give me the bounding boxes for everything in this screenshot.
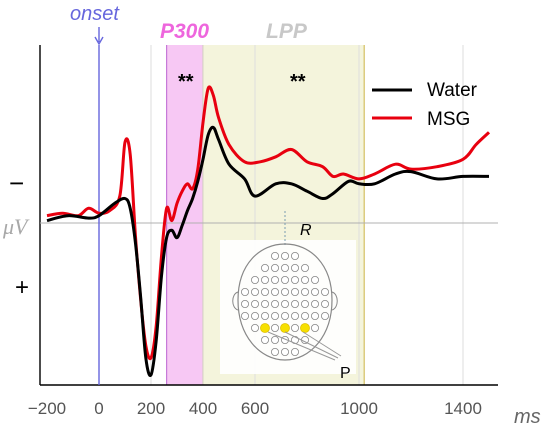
electrode: [240, 299, 249, 308]
lpp-window-label: LPP: [266, 20, 308, 43]
x-tick-label: 0: [94, 399, 103, 418]
positive-polarity-label: +: [15, 274, 29, 301]
electrode: [320, 299, 329, 308]
electrode: [270, 263, 279, 272]
x-tick-label: 1400: [444, 399, 482, 418]
msg-series-line: [46, 85, 491, 361]
x-axis-label: ms: [514, 406, 541, 428]
electrode-highlighted: [260, 323, 270, 333]
electrode: [270, 311, 279, 320]
electrode: [300, 275, 309, 284]
onset-label: onset: [70, 3, 120, 25]
electrode: [250, 323, 259, 332]
electrode: [270, 251, 279, 260]
electrode: [300, 263, 309, 272]
electrode: [260, 263, 269, 272]
water-series-line: [46, 125, 490, 378]
electrode: [310, 287, 319, 296]
data-series: [46, 85, 491, 378]
x-tick-label: 600: [241, 399, 269, 418]
electrode: [250, 299, 259, 308]
electrode: [290, 347, 299, 356]
electrode: [310, 323, 319, 332]
left-ear-icon: [232, 291, 239, 311]
electrode-inset: R P: [220, 211, 356, 382]
electrode: [270, 275, 279, 284]
electrode: [290, 323, 299, 332]
electrode: [280, 347, 289, 356]
electrode: [260, 299, 269, 308]
x-tick-label: 400: [189, 399, 217, 418]
electrode: [300, 299, 309, 308]
lpp-significance-label: **: [290, 71, 306, 93]
electrode: [290, 287, 299, 296]
inset-parietal-label: P: [340, 365, 351, 382]
electrode: [270, 287, 279, 296]
electrode: [240, 311, 249, 320]
electrode-highlighted: [280, 323, 290, 333]
electrode-highlighted: [300, 323, 310, 333]
electrode: [280, 251, 289, 260]
electrode: [280, 263, 289, 272]
p300-window-label: P300: [160, 20, 209, 43]
electrode: [290, 251, 299, 260]
electrode: [320, 311, 329, 320]
electrode: [300, 287, 309, 296]
electrode: [280, 299, 289, 308]
electrode: [270, 299, 279, 308]
electrode: [310, 275, 319, 284]
electrode: [240, 287, 249, 296]
negative-polarity-label: −: [9, 168, 24, 198]
electrode: [260, 287, 269, 296]
x-tick-labels: −200 0 200 400 600 1000 1400: [28, 399, 482, 418]
electrode: [260, 311, 269, 320]
electrode: [270, 323, 279, 332]
legend-msg-label: MSG: [427, 109, 470, 130]
inset-right-label: R: [300, 222, 312, 239]
electrode: [250, 287, 259, 296]
electrode: [280, 311, 289, 320]
x-tick-label: 1000: [340, 399, 378, 418]
electrode-grid: [240, 251, 329, 356]
electrode: [290, 275, 299, 284]
electrode: [290, 311, 299, 320]
p300-significance-label: **: [178, 71, 194, 93]
electrode: [290, 299, 299, 308]
electrode: [250, 311, 259, 320]
electrode: [270, 335, 279, 344]
electrode: [280, 287, 289, 296]
right-ear-icon: [331, 291, 338, 311]
onset-arrow-icon: [94, 27, 104, 46]
electrode: [260, 275, 269, 284]
electrode: [310, 311, 319, 320]
electrode: [300, 311, 309, 320]
electrode: [310, 299, 319, 308]
y-axis-label: μV: [2, 214, 30, 239]
legend: Water MSG: [372, 80, 478, 130]
legend-water-label: Water: [427, 80, 478, 101]
electrode-pointer-lines: [267, 331, 342, 361]
electrode: [260, 335, 269, 344]
electrode: [280, 275, 289, 284]
electrode: [250, 275, 259, 284]
head-outline-icon: [237, 243, 333, 361]
x-tick-label: 200: [137, 399, 165, 418]
electrode: [270, 347, 279, 356]
x-tick-label: −200: [28, 399, 66, 418]
electrode: [290, 263, 299, 272]
electrode: [320, 287, 329, 296]
